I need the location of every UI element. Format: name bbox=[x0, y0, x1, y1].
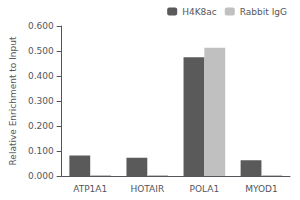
svg-text:0.300: 0.300 bbox=[28, 96, 54, 106]
svg-text:HOTAIR: HOTAIR bbox=[130, 184, 164, 194]
svg-text:0.400: 0.400 bbox=[28, 71, 54, 81]
svg-text:0.500: 0.500 bbox=[28, 46, 54, 56]
svg-text:0.100: 0.100 bbox=[28, 146, 54, 156]
svg-text:0.600: 0.600 bbox=[28, 21, 54, 31]
svg-text:H4K8ac: H4K8ac bbox=[182, 7, 217, 17]
svg-text:MYOD1: MYOD1 bbox=[245, 184, 278, 194]
svg-text:POLA1: POLA1 bbox=[190, 184, 220, 194]
svg-text:ATP1A1: ATP1A1 bbox=[73, 184, 107, 194]
svg-text:Relative Enrichment to Input: Relative Enrichment to Input bbox=[8, 36, 18, 165]
svg-text:0.000: 0.000 bbox=[28, 171, 54, 181]
svg-text:Rabbit IgG: Rabbit IgG bbox=[240, 7, 287, 17]
svg-text:0.200: 0.200 bbox=[28, 121, 54, 131]
